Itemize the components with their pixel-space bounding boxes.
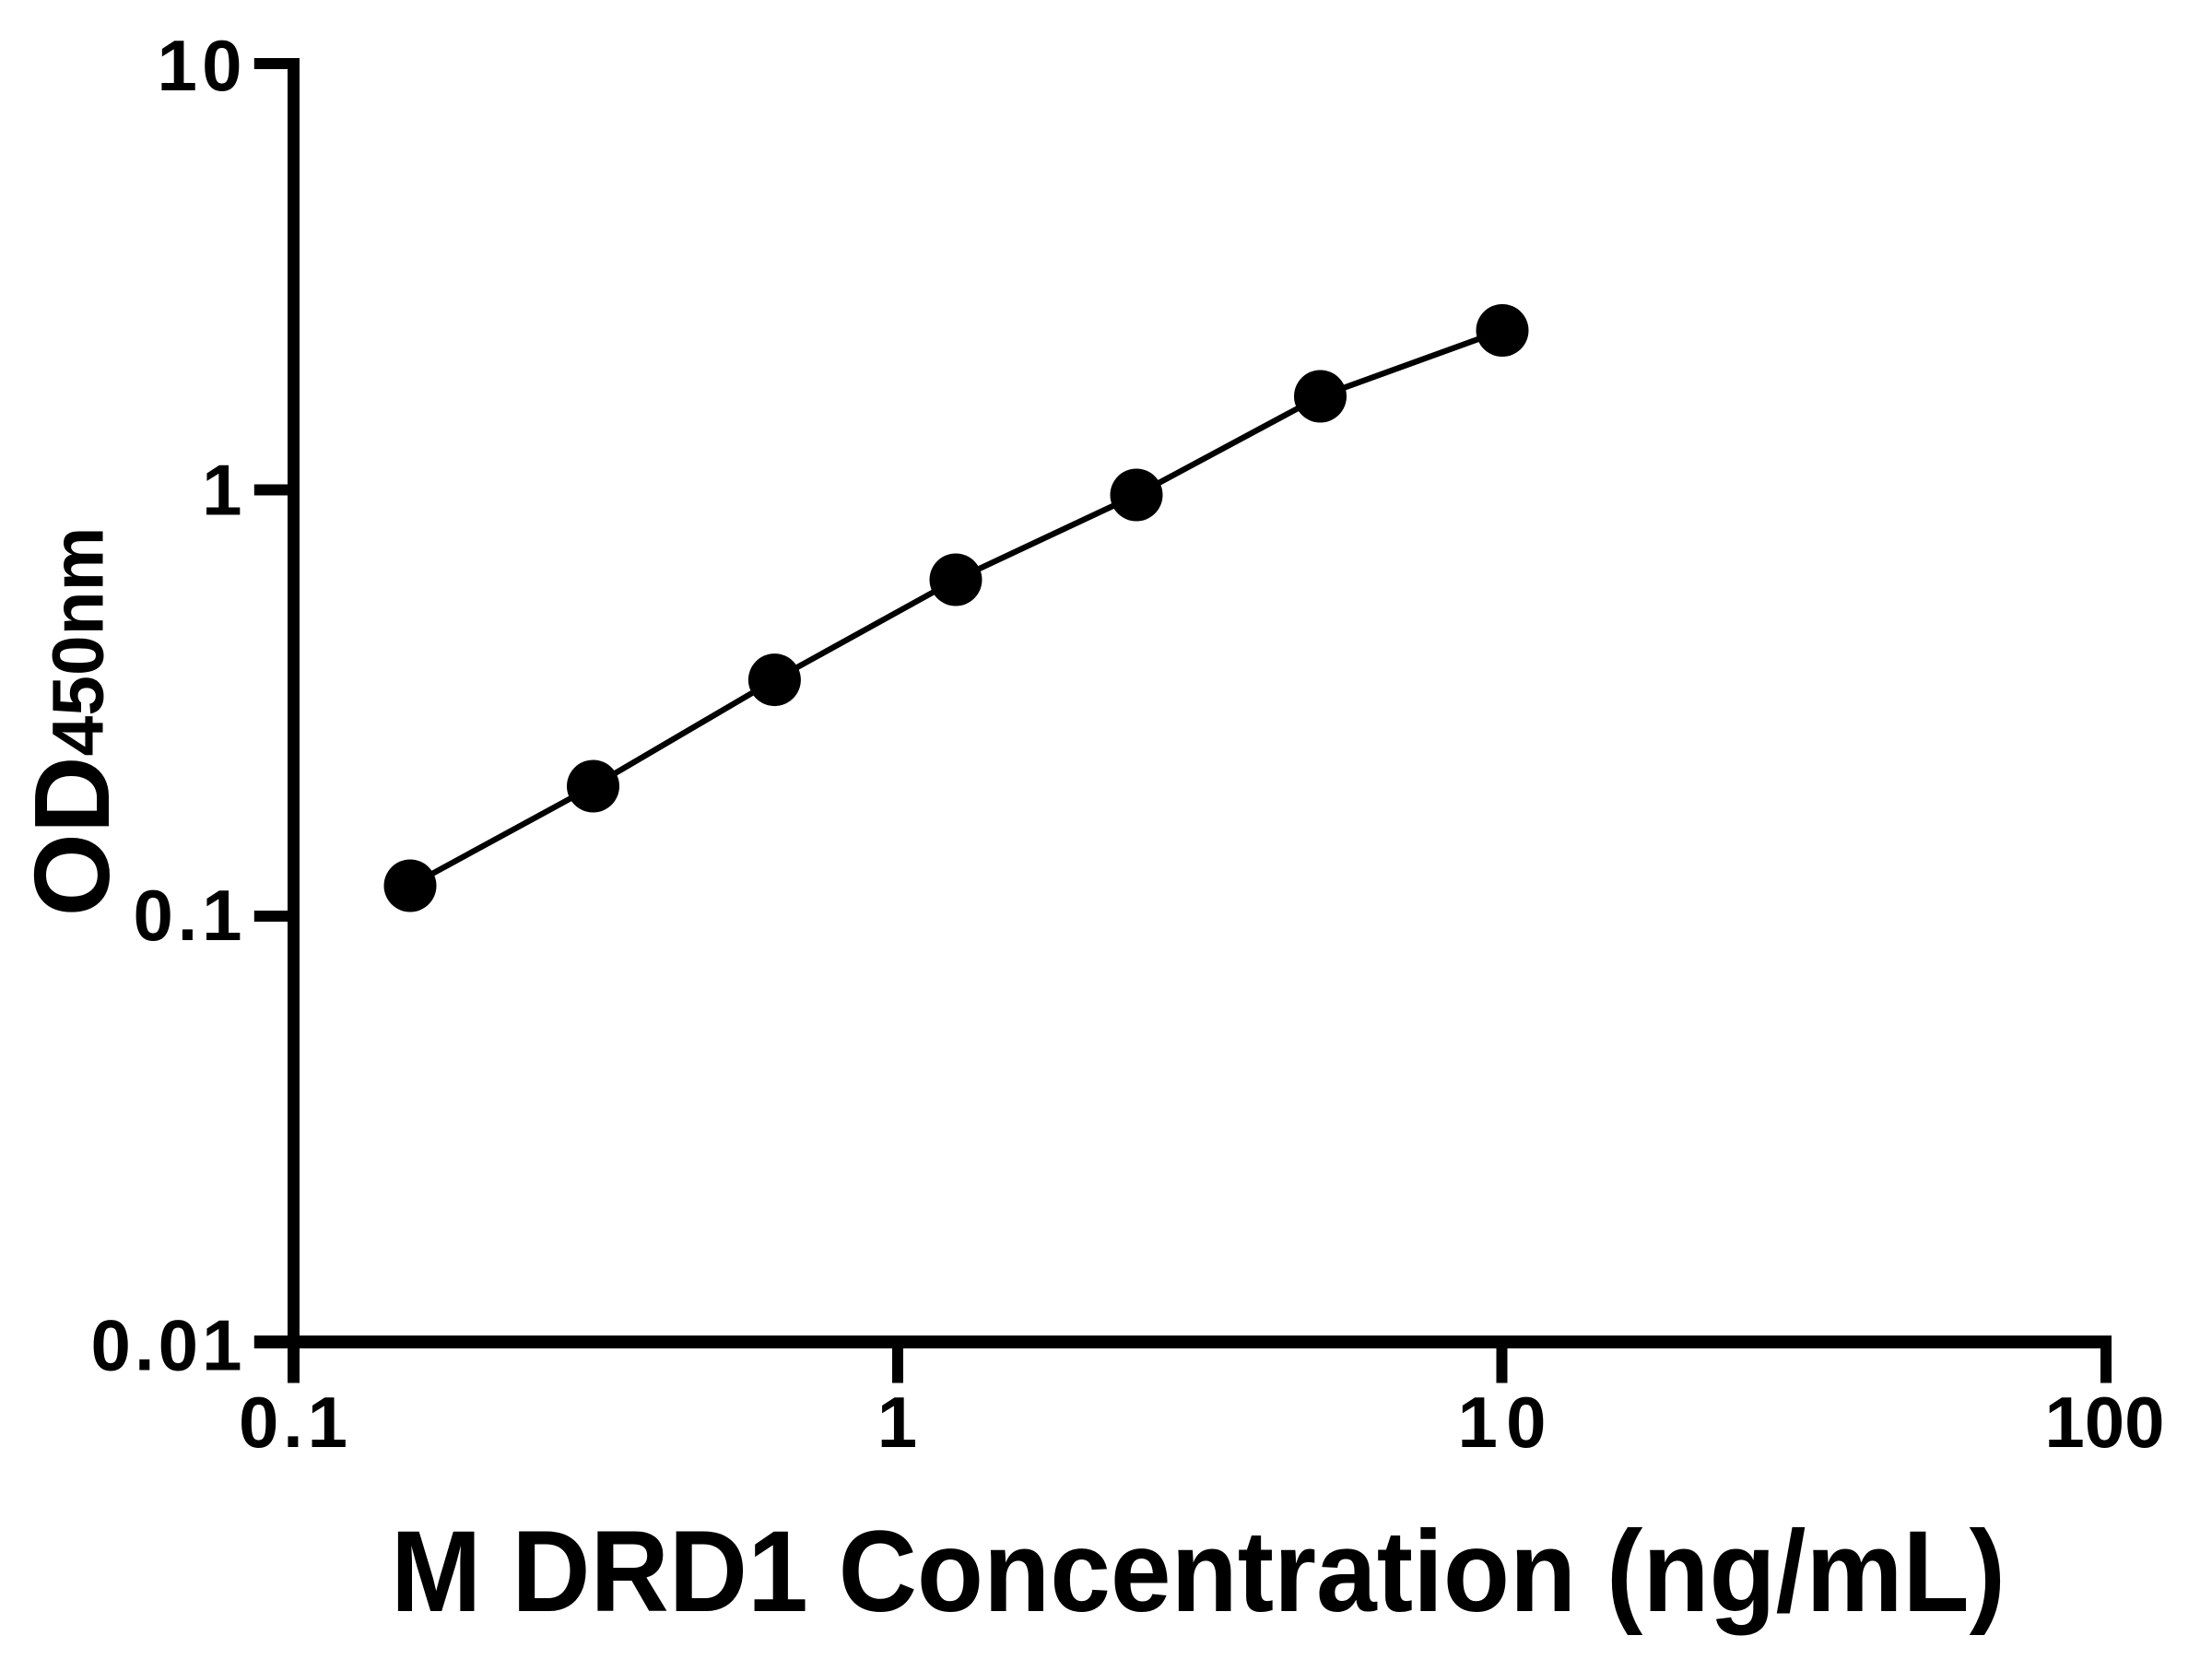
svg-text:0.1: 0.1 [239,1382,347,1463]
svg-text:OD450nm: OD450nm [12,527,132,917]
svg-text:1: 1 [877,1382,917,1463]
svg-text:0.01: 0.01 [91,1305,242,1386]
svg-text:M DRD1 Concentration (ng/mL): M DRD1 Concentration (ng/mL) [391,1508,2006,1636]
svg-text:0.1: 0.1 [134,875,242,956]
svg-text:1: 1 [202,450,241,531]
svg-text:100: 100 [2044,1382,2164,1463]
